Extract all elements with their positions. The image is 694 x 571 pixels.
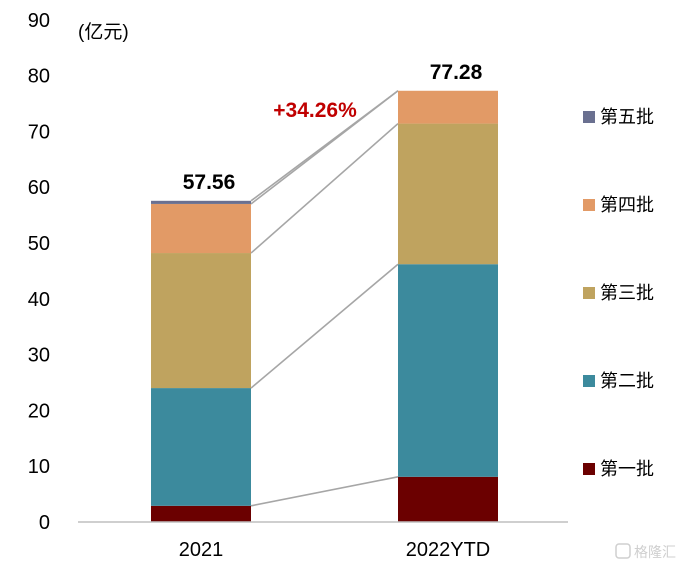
y-tick-label: 70 (28, 121, 50, 143)
legend-swatch (583, 375, 595, 387)
legend-swatch (583, 199, 595, 211)
legend-label: 第三批 (600, 283, 654, 303)
y-tick-label: 0 (39, 512, 50, 534)
y-tick-label: 90 (28, 10, 50, 32)
total-label: 77.28 (430, 61, 483, 84)
y-axis: 0 10 20 30 40 50 60 70 80 90 (28, 10, 50, 534)
y-tick-label: 20 (28, 400, 50, 422)
legend-label: 第二批 (600, 371, 654, 391)
watermark: 格隆汇 (615, 543, 676, 560)
y-tick-label: 10 (28, 456, 50, 478)
bar-segment (151, 253, 251, 389)
connector-line (250, 90, 399, 202)
x-tick-label: 2021 (179, 539, 224, 561)
legend-label: 第五批 (600, 107, 654, 127)
watermark-text: 格隆汇 (634, 544, 676, 560)
unit-label: (亿元) (78, 21, 129, 43)
x-tick-label: 2022YTD (406, 539, 491, 561)
connector-lines (250, 90, 399, 507)
growth-label: +34.26% (273, 99, 357, 122)
bar-segment (398, 90, 498, 124)
bar-segment (151, 388, 251, 506)
y-tick-label: 50 (28, 233, 50, 255)
bar-segment (398, 264, 498, 477)
legend-swatch (583, 463, 595, 475)
connector-line (250, 263, 399, 389)
bars (151, 90, 498, 522)
connector-line (250, 476, 399, 507)
legend-label: 第一批 (600, 459, 654, 479)
bar-segment (398, 476, 498, 522)
x-axis: 2021 2022YTD (179, 539, 491, 561)
connector-line (250, 122, 399, 254)
legend-swatch (583, 287, 595, 299)
legend-swatch (583, 111, 595, 123)
watermark-logo (615, 543, 631, 559)
bar-segment (398, 123, 498, 265)
bar-segment (151, 505, 251, 522)
bar-segment (151, 200, 251, 204)
y-tick-label: 80 (28, 66, 50, 88)
y-tick-label: 30 (28, 345, 50, 367)
legend-label: 第四批 (600, 195, 654, 215)
y-tick-label: 60 (28, 177, 50, 199)
total-labels: 57.56 77.28 (183, 61, 483, 194)
total-label: 57.56 (183, 171, 236, 194)
bar-segment (151, 203, 251, 254)
y-tick-label: 40 (28, 289, 50, 311)
